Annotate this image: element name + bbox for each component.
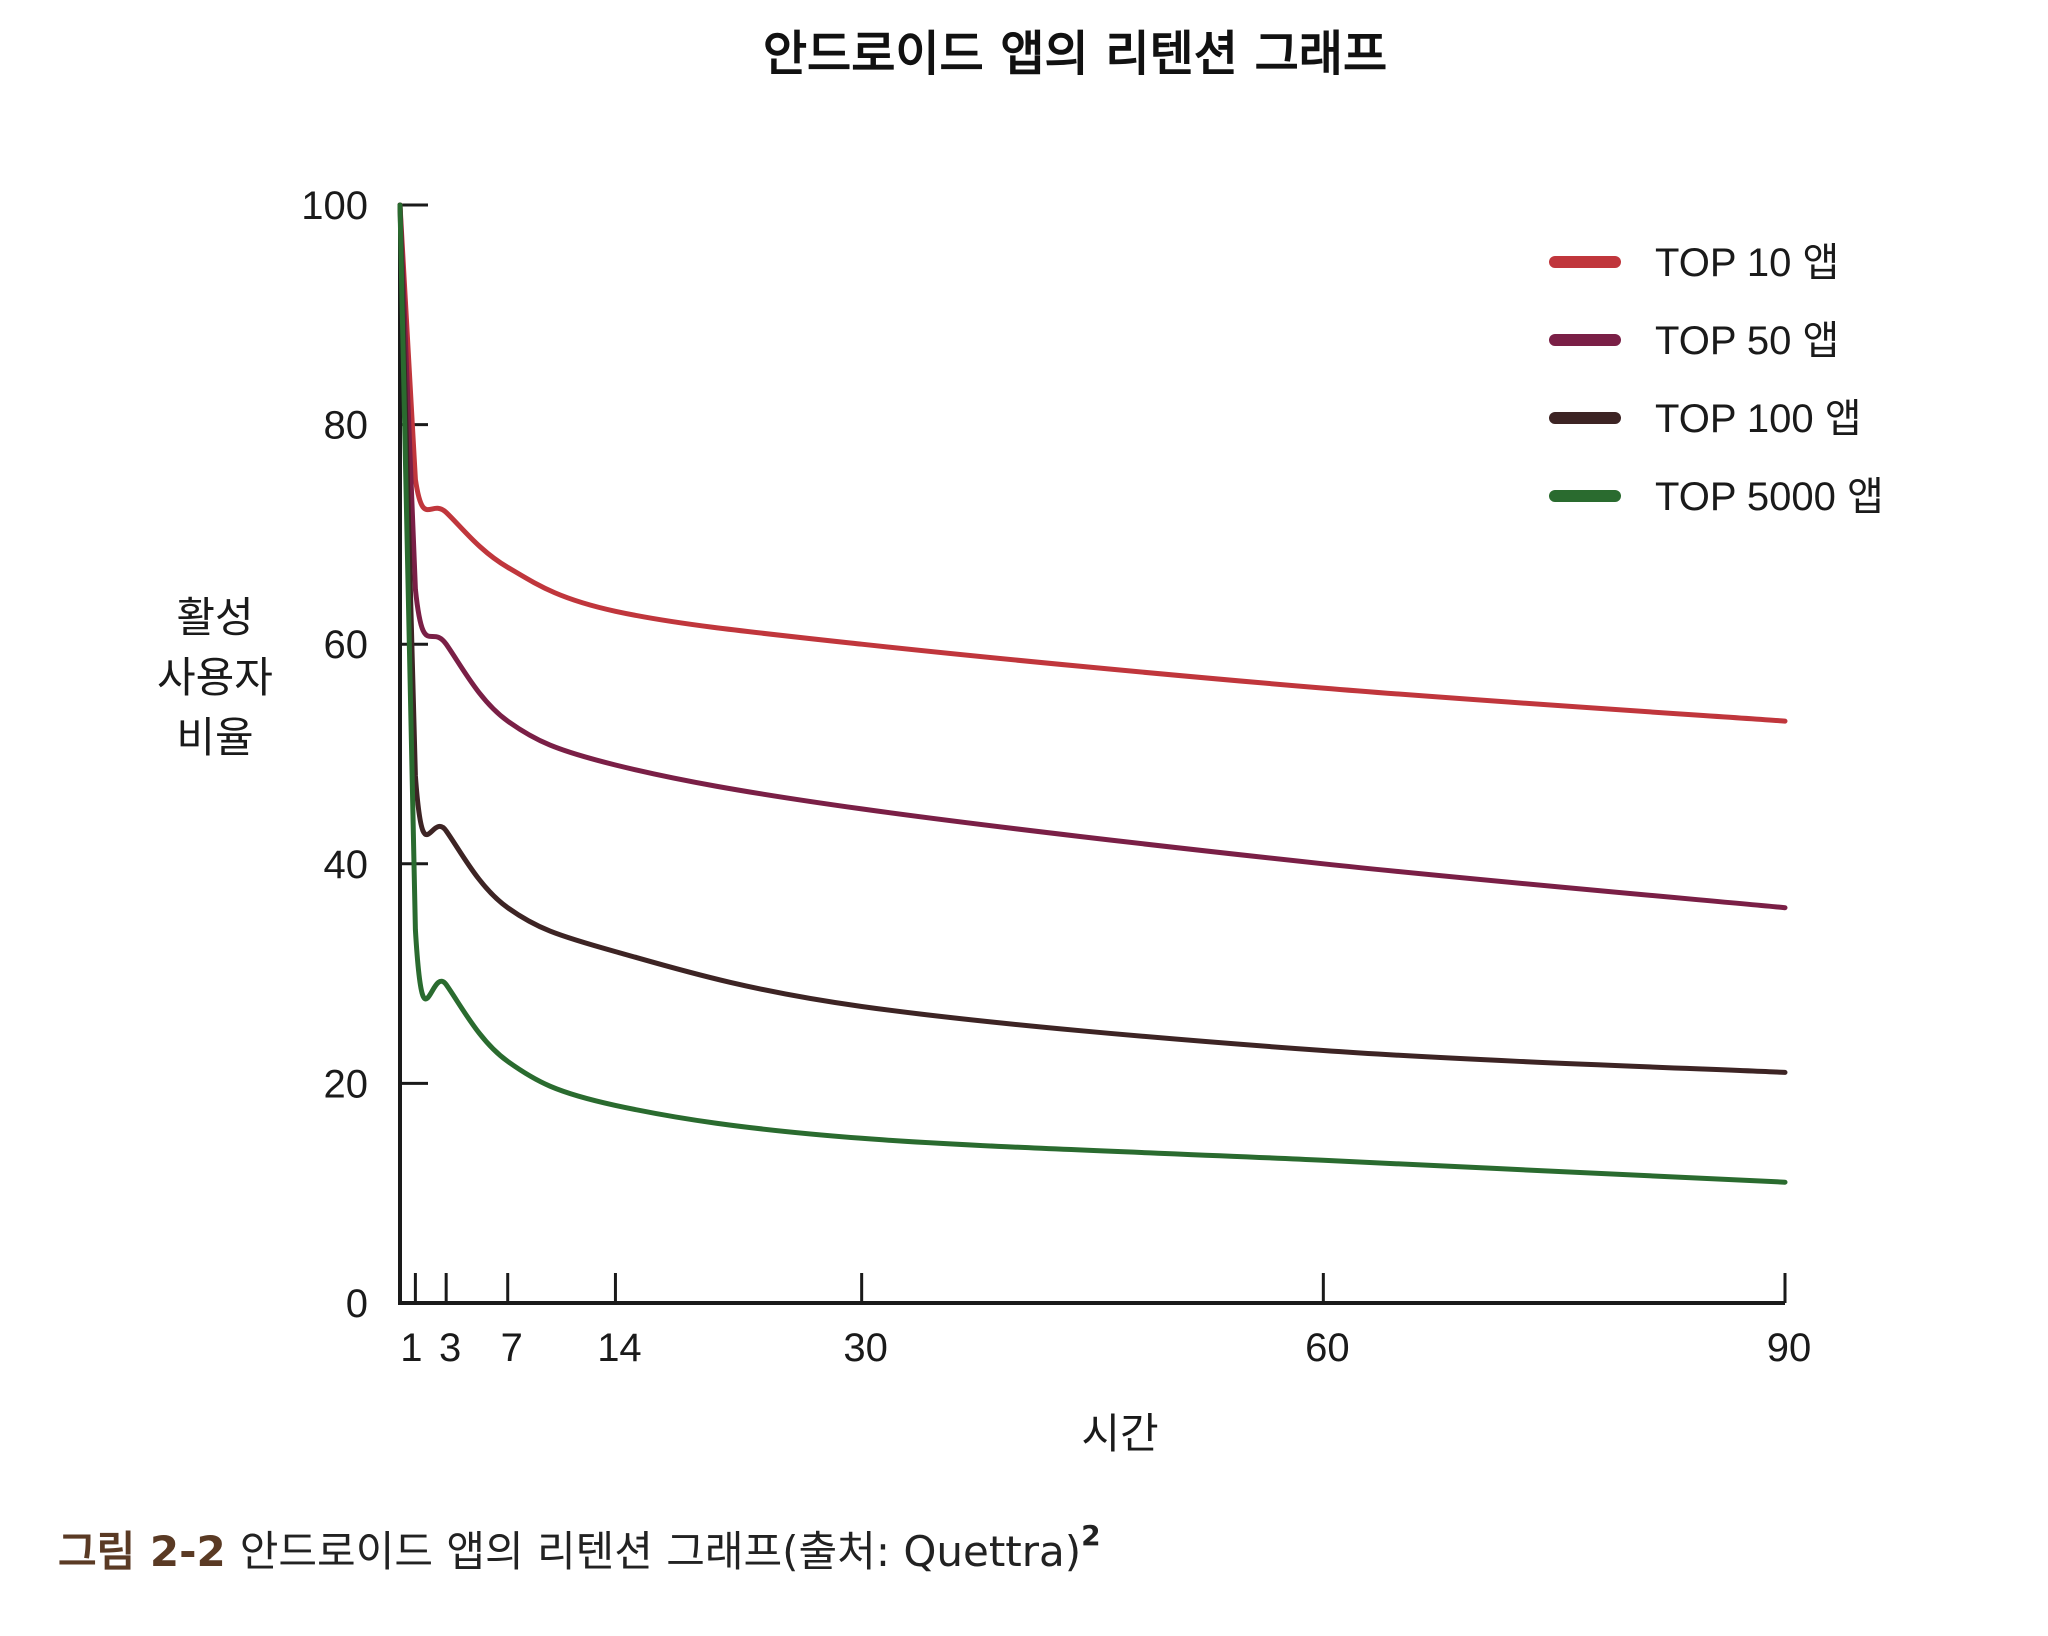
- y-ticks: 0 20 40 60 80 100: [301, 184, 428, 1326]
- x-axis-label: 시간: [1081, 1409, 1158, 1458]
- legend: TOP 10 앱 TOP 50 앱 TOP 100 앱 TOP 5000 앱: [1549, 241, 1884, 519]
- x-ticks: 1 3 7 14 30 60 90: [400, 1273, 1811, 1370]
- legend-label: TOP 10 앱: [1655, 241, 1839, 285]
- legend-label: TOP 50 앱: [1655, 319, 1839, 363]
- y-tick-label: 100: [301, 184, 368, 228]
- x-tick-label: 1: [400, 1326, 422, 1370]
- x-tick-label: 3: [439, 1326, 461, 1370]
- series-lines: [397, 202, 1788, 1185]
- x-tick-label: 90: [1767, 1326, 1812, 1370]
- x-tick-label: 14: [597, 1326, 642, 1370]
- y-tick-label: 60: [324, 623, 369, 667]
- y-axis-label-line-1: 활성: [176, 593, 253, 642]
- chart-title: 안드로이드 앱의 리텐션 그래프: [763, 26, 1387, 82]
- legend-label: TOP 100 앱: [1655, 397, 1862, 441]
- figure-caption-text: 안드로이드 앱의 리텐션 그래프(출처: Quettra): [239, 1527, 1082, 1576]
- figure-caption: 그림 2-2 안드로이드 앱의 리텐션 그래프(출처: Quettra)2: [58, 1518, 1101, 1579]
- legend-label: TOP 5000 앱: [1655, 475, 1884, 519]
- y-axis-label: 활성 사용자 비율: [157, 593, 273, 762]
- y-axis-label-line-3: 비율: [176, 713, 253, 762]
- y-tick-label: 0: [346, 1282, 368, 1326]
- y-tick-label: 20: [324, 1062, 369, 1106]
- figure-caption-footnote: 2: [1081, 1519, 1101, 1552]
- y-axis-label-line-2: 사용자: [157, 653, 273, 702]
- series-line-4: [397, 202, 1788, 1185]
- x-tick-label: 60: [1305, 1326, 1350, 1370]
- y-tick-label: 80: [324, 404, 369, 448]
- series-line-3: [397, 202, 1788, 1075]
- series-line-1: [397, 202, 1788, 724]
- figure-caption-label: 그림 2-2: [58, 1527, 226, 1576]
- y-tick-label: 40: [324, 843, 369, 887]
- series-line-2: [397, 202, 1788, 911]
- x-tick-label: 30: [843, 1326, 888, 1370]
- axes: [398, 203, 1785, 1305]
- x-tick-label: 7: [501, 1326, 523, 1370]
